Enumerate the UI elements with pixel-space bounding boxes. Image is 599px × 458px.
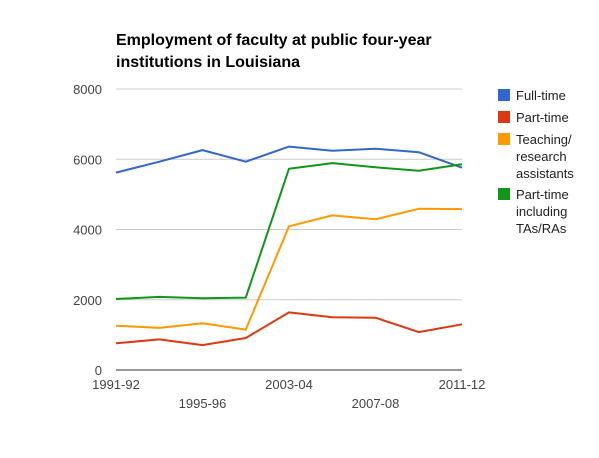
legend-label: Full-time (516, 88, 566, 103)
x-axis-labels: 1991-92 2003-04 2011-12 1995-96 2007-08 (92, 377, 485, 411)
series-line-1 (115, 145, 463, 174)
legend-label: including (516, 204, 567, 219)
series-lines (115, 145, 463, 347)
x-tick-label: 1995-96 (179, 396, 227, 411)
grid (116, 88, 462, 371)
series-line-4 (115, 162, 463, 300)
legend-label: assistants (516, 166, 574, 181)
legend-swatch (498, 188, 510, 200)
legend-label: Part-time (516, 187, 569, 202)
y-tick-label: 4000 (73, 223, 102, 238)
legend-label: TAs/RAs (516, 221, 567, 236)
y-tick-label: 2000 (73, 293, 102, 308)
chart-title-line-1: Employment of faculty at public four-yea… (116, 32, 432, 49)
x-tick-label: 2011-12 (439, 377, 486, 392)
legend-swatch (498, 89, 510, 101)
x-tick-label: 2003-04 (265, 377, 313, 392)
x-tick-label: 1991-92 (92, 377, 140, 392)
chart-title-line-2: institutions in Louisiana (116, 54, 300, 71)
legend: Full-time Part-time Teaching/research assis… (498, 88, 574, 236)
y-tick-label: 0 (95, 363, 102, 378)
x-tick-label: 2007-08 (352, 396, 400, 411)
legend-swatch (498, 111, 510, 123)
legend-label: research (516, 149, 567, 164)
y-tick-label: 6000 (73, 152, 102, 167)
legend-label: Teaching/ (516, 132, 572, 147)
legend-swatch (498, 133, 510, 145)
series-line-2 (115, 311, 463, 347)
y-axis-labels: 0 2000 4000 6000 8000 (73, 82, 102, 378)
legend-label: Part-time (516, 110, 569, 125)
y-tick-label: 8000 (73, 82, 102, 97)
series-line-3 (115, 207, 463, 331)
